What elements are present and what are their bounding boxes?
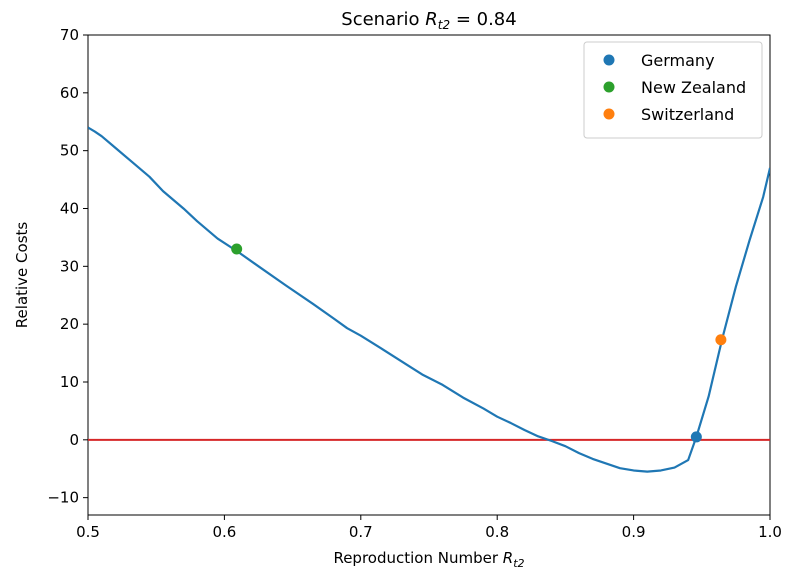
legend-marker — [603, 108, 615, 120]
legend-marker — [603, 54, 615, 66]
y-tick-label: 0 — [69, 431, 79, 449]
x-tick-label: 0.5 — [76, 523, 100, 541]
y-tick-label: 70 — [60, 26, 79, 44]
y-tick-label: 20 — [60, 315, 79, 333]
x-axis-label-main: Reproduction Number — [333, 549, 502, 567]
title-variable: R — [425, 9, 438, 30]
legend-label: New Zealand — [641, 78, 746, 97]
x-tick-label: 1.0 — [758, 523, 782, 541]
legend: Germany New Zealand Switzerland — [583, 41, 763, 139]
plot-area — [83, 34, 771, 520]
chart-title: Scenario Rt2 = 0.84 — [341, 9, 516, 32]
x-tick-label: 0.7 — [349, 523, 373, 541]
plot-frame — [87, 34, 771, 516]
legend-frame — [583, 41, 763, 139]
y-tick-label: 30 — [60, 257, 79, 275]
point-switzerland — [715, 334, 727, 346]
y-axis-label: Relative Costs — [13, 222, 31, 329]
legend-marker — [603, 81, 615, 93]
y-tick-label: 60 — [60, 84, 79, 102]
title-value: = 0.84 — [450, 9, 517, 30]
x-tick-label: 0.9 — [622, 523, 646, 541]
y-tick-label: 40 — [60, 199, 79, 217]
x-tick-label: 0.8 — [485, 523, 509, 541]
x-axis-label: Reproduction Number Rt2 — [333, 549, 524, 570]
x-axis-label-variable: R — [503, 549, 513, 567]
legend-label: Switzerland — [641, 105, 734, 124]
cost-curve-line — [88, 126, 770, 473]
point-germany — [690, 431, 702, 443]
x-axis-label-subscript: t2 — [513, 557, 524, 570]
point-new-zealand — [231, 243, 243, 255]
legend-label: Germany — [641, 51, 715, 70]
y-tick-label: 50 — [60, 142, 79, 160]
y-tick-label: −10 — [47, 489, 79, 507]
y-tick-label: 10 — [60, 373, 79, 391]
x-tick-label: 0.6 — [212, 523, 236, 541]
title-main: Scenario — [341, 9, 425, 30]
title-subscript: t2 — [438, 18, 450, 32]
